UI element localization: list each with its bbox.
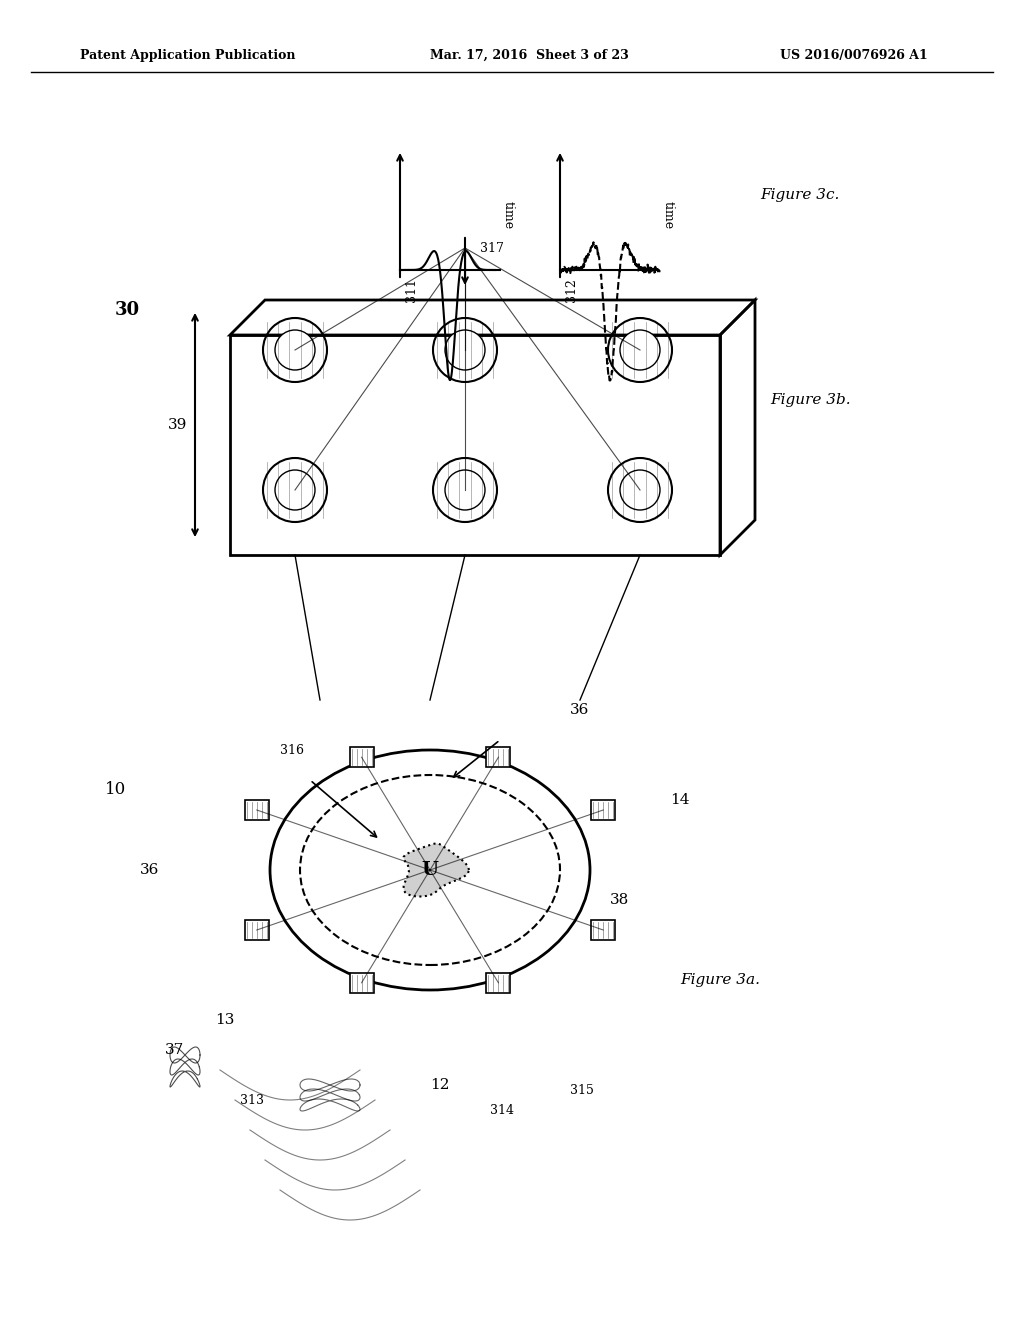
FancyBboxPatch shape <box>245 800 268 820</box>
FancyBboxPatch shape <box>591 800 615 820</box>
Text: 315: 315 <box>570 1084 594 1097</box>
Polygon shape <box>403 843 469 896</box>
Circle shape <box>275 330 315 370</box>
FancyBboxPatch shape <box>591 920 615 940</box>
FancyBboxPatch shape <box>486 747 510 767</box>
Text: U: U <box>422 861 438 879</box>
FancyBboxPatch shape <box>349 973 374 993</box>
Text: 39: 39 <box>168 418 187 432</box>
Text: 14: 14 <box>670 793 689 807</box>
Circle shape <box>445 470 485 510</box>
Text: time: time <box>662 201 675 230</box>
Text: 37: 37 <box>165 1043 184 1057</box>
Text: Figure 3c.: Figure 3c. <box>760 187 840 202</box>
Text: 38: 38 <box>610 894 630 907</box>
Text: 313: 313 <box>240 1093 264 1106</box>
Text: Figure 3b.: Figure 3b. <box>770 393 851 407</box>
FancyBboxPatch shape <box>486 973 510 993</box>
Text: 317: 317 <box>480 242 504 255</box>
Text: Mar. 17, 2016  Sheet 3 of 23: Mar. 17, 2016 Sheet 3 of 23 <box>430 49 629 62</box>
Text: 12: 12 <box>430 1078 450 1092</box>
Text: 36: 36 <box>140 863 160 876</box>
Text: 312: 312 <box>565 279 578 302</box>
Text: 36: 36 <box>570 704 590 717</box>
FancyBboxPatch shape <box>245 920 268 940</box>
Text: Figure 3a.: Figure 3a. <box>680 973 760 987</box>
Text: 10: 10 <box>105 781 126 799</box>
FancyBboxPatch shape <box>349 747 374 767</box>
Text: 30: 30 <box>115 301 140 319</box>
Text: time: time <box>502 201 515 230</box>
Text: 311: 311 <box>406 279 418 302</box>
Text: 13: 13 <box>215 1012 234 1027</box>
Circle shape <box>620 470 660 510</box>
Circle shape <box>620 330 660 370</box>
Text: 314: 314 <box>490 1104 514 1117</box>
Text: Patent Application Publication: Patent Application Publication <box>80 49 296 62</box>
Circle shape <box>445 330 485 370</box>
Circle shape <box>275 470 315 510</box>
Text: 316: 316 <box>280 743 304 756</box>
Text: US 2016/0076926 A1: US 2016/0076926 A1 <box>780 49 928 62</box>
